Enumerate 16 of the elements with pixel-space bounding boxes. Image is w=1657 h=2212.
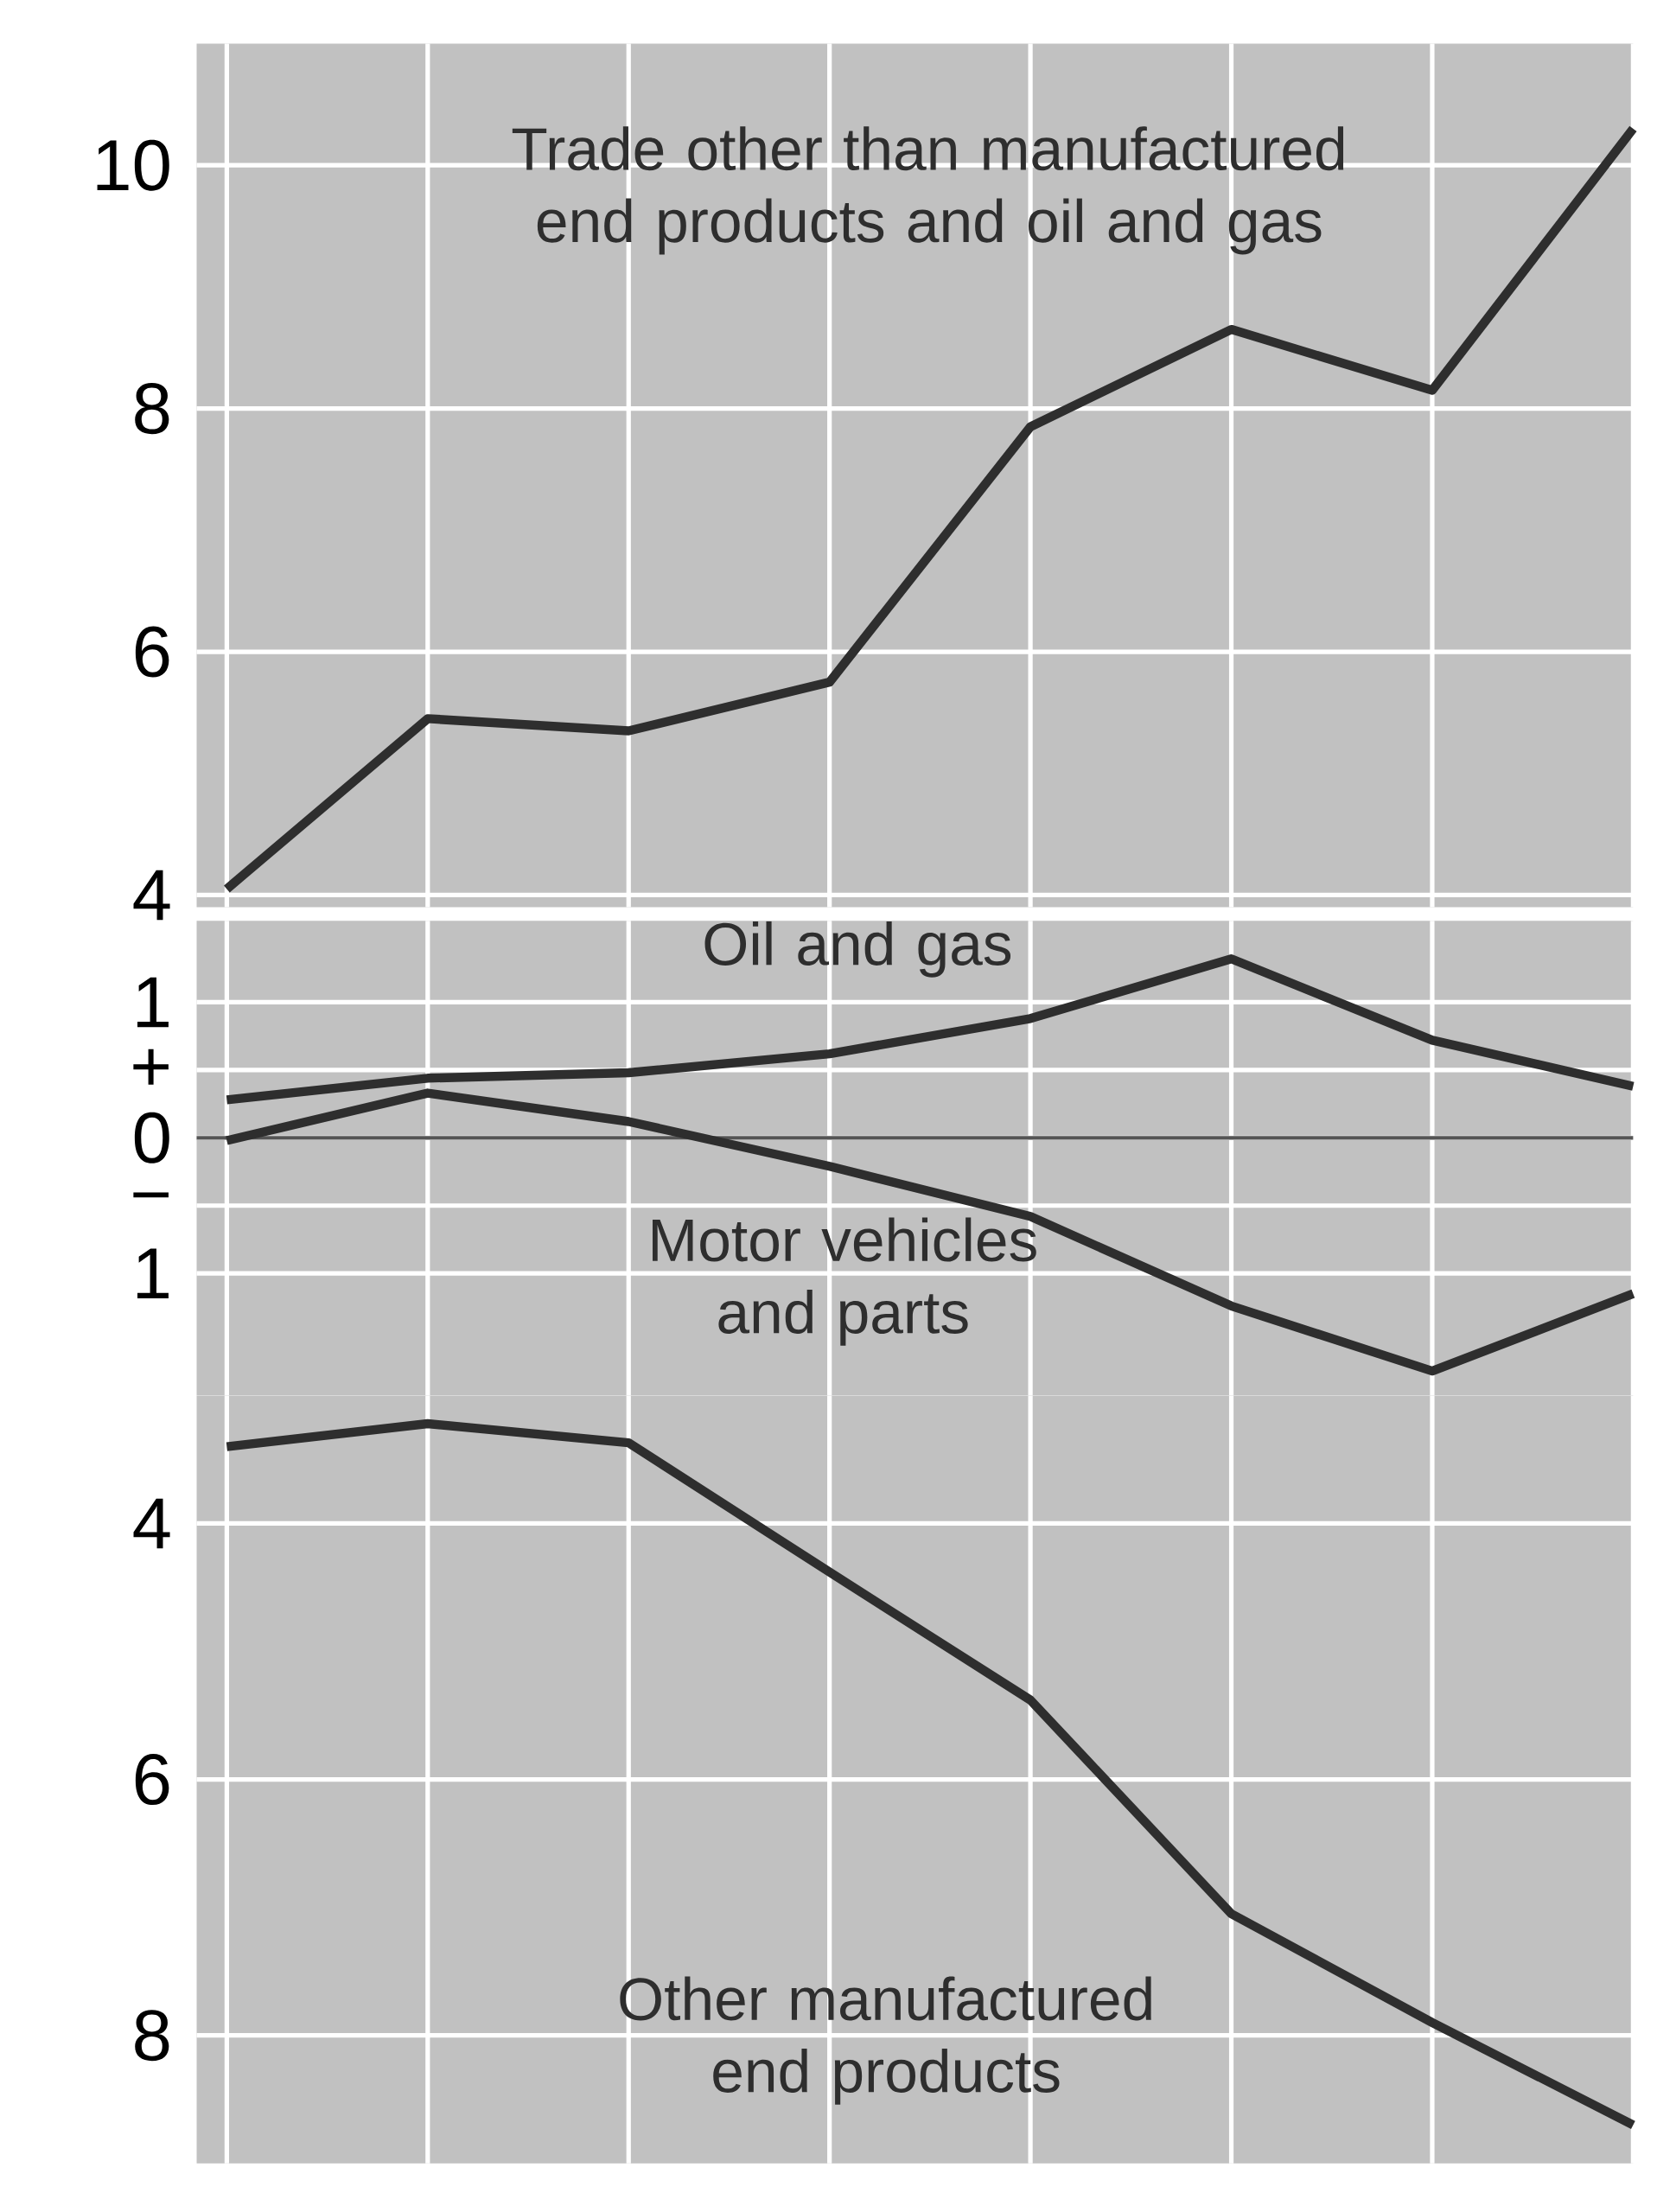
series-label: Other manufactured end products [620, 1976, 1151, 2105]
y-tick-label: 6 [135, 626, 169, 678]
y-tick-label: 0 [134, 1112, 169, 1163]
series-label: Oil and gas [704, 921, 1010, 978]
y-tick-label: 4 [133, 870, 170, 921]
y-tick-label: − [133, 1192, 169, 1198]
series-label: Motor vehicles and parts [652, 1217, 1036, 1346]
y-tick-label: 8 [135, 2010, 169, 2062]
y-tick-label: 1 [137, 977, 169, 1028]
y-tick-label: 6 [135, 1754, 169, 1806]
series-label: Trade other than manufactured end products and oil and gas [512, 126, 1344, 255]
y-tick-label: + [133, 1049, 169, 1085]
y-tick-label: 10 [97, 139, 169, 191]
y-tick-label: 8 [135, 383, 169, 435]
y-tick-label: 1 [137, 1248, 169, 1298]
y-tick-label: 4 [133, 1498, 170, 1549]
